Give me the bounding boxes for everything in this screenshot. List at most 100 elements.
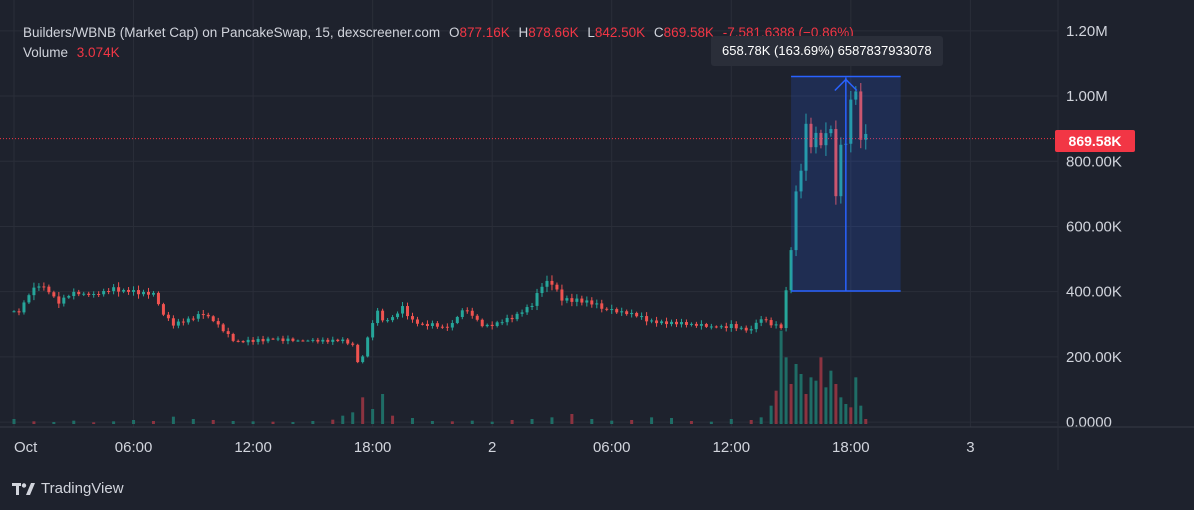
- candle-body: [814, 132, 818, 148]
- volume-bar: [470, 420, 474, 424]
- candle-body: [829, 129, 833, 134]
- candle-body: [201, 314, 205, 316]
- candle-body: [630, 312, 634, 315]
- candle-body: [72, 291, 76, 297]
- candle-body: [32, 287, 36, 296]
- candle-body: [351, 343, 355, 345]
- x-tick-label: 18:00: [832, 439, 870, 456]
- candle-body: [146, 291, 150, 295]
- candle-body: [47, 286, 51, 293]
- candle-body: [794, 191, 798, 251]
- candle-body: [371, 323, 375, 338]
- candle-body: [660, 321, 664, 324]
- volume-bar: [630, 420, 634, 424]
- candle-body: [62, 297, 66, 304]
- candle-body: [640, 316, 644, 318]
- x-tick-label: 2: [488, 439, 496, 456]
- volume-bar: [191, 419, 195, 424]
- candle-body: [650, 320, 654, 322]
- volume-bar: [864, 419, 868, 424]
- volume-bar: [361, 397, 365, 424]
- candle-body: [655, 320, 659, 324]
- candle-body: [580, 298, 584, 303]
- volume-bar: [670, 418, 674, 424]
- candle-body: [391, 317, 395, 321]
- candle-body: [440, 326, 444, 328]
- candle-body: [864, 133, 868, 140]
- candle-body: [575, 298, 579, 302]
- candle-body: [231, 334, 235, 341]
- volume-bar: [749, 420, 753, 424]
- low-label: L: [587, 25, 595, 40]
- candle-body: [107, 291, 111, 293]
- candle-body: [779, 324, 783, 329]
- volume-value: 3.074K: [76, 45, 120, 60]
- candle-body: [117, 287, 121, 292]
- candle-body: [505, 317, 509, 323]
- volume-bar: [789, 384, 793, 424]
- candle-body: [605, 308, 609, 310]
- y-tick-label: 0.0000: [1066, 414, 1112, 431]
- candle-body: [565, 298, 569, 301]
- candle-body: [425, 323, 429, 327]
- candle-body: [739, 327, 743, 329]
- price-candles: [0, 83, 1056, 364]
- candle-body: [789, 250, 793, 291]
- candle-body: [286, 338, 290, 342]
- candle-body: [834, 129, 838, 197]
- candle-body: [854, 91, 858, 100]
- candle-body: [276, 338, 280, 340]
- candle-body: [570, 298, 574, 302]
- candle-body: [585, 300, 589, 303]
- volume-bar: [550, 417, 554, 424]
- candle-body: [709, 326, 713, 328]
- candle-body: [186, 318, 190, 323]
- candle-body: [674, 321, 678, 325]
- volume-bar: [32, 421, 36, 424]
- candle-body: [555, 284, 559, 290]
- candle-body: [525, 307, 529, 313]
- candle-body: [87, 293, 91, 295]
- x-tick-label: Oct: [14, 439, 38, 456]
- candle-body: [57, 296, 61, 304]
- candle-body: [595, 303, 599, 305]
- volume-bar: [610, 420, 614, 424]
- candle-body: [645, 316, 649, 322]
- price-range-measure[interactable]: [791, 75, 901, 292]
- candle-body: [754, 322, 758, 330]
- open-value: 877.16K: [459, 25, 510, 40]
- candle-body: [839, 144, 843, 197]
- candle-body: [331, 339, 335, 342]
- candle-body: [381, 310, 385, 321]
- volume-bar: [839, 397, 843, 424]
- volume-bar: [381, 394, 385, 424]
- volume-bar: [829, 370, 833, 424]
- volume-bar: [769, 405, 773, 424]
- candle-body: [784, 290, 788, 329]
- candle-body: [744, 327, 748, 331]
- candle-body: [206, 314, 210, 317]
- volume-bar: [570, 414, 574, 424]
- volume-bar: [341, 415, 345, 424]
- candle-body: [550, 280, 554, 285]
- candle-body: [600, 303, 604, 309]
- volume-bar: [834, 384, 838, 424]
- candle-body: [719, 326, 723, 328]
- candle-body: [764, 319, 768, 321]
- volume-bar: [799, 374, 803, 424]
- volume-bar: [819, 357, 823, 424]
- measure-arrow-head: [834, 78, 858, 92]
- tradingview-logo[interactable]: TradingView: [12, 480, 124, 497]
- volume-bar: [849, 407, 853, 424]
- candle-body: [435, 323, 439, 327]
- candle-body: [684, 322, 688, 325]
- candle-body: [306, 340, 310, 342]
- candle-body: [52, 292, 56, 297]
- high-value: 878.66K: [528, 25, 579, 40]
- volume-bar: [112, 421, 116, 424]
- volume-bar: [779, 330, 783, 424]
- candle-body: [241, 341, 245, 343]
- candle-body: [495, 322, 499, 326]
- candle-body: [216, 321, 220, 325]
